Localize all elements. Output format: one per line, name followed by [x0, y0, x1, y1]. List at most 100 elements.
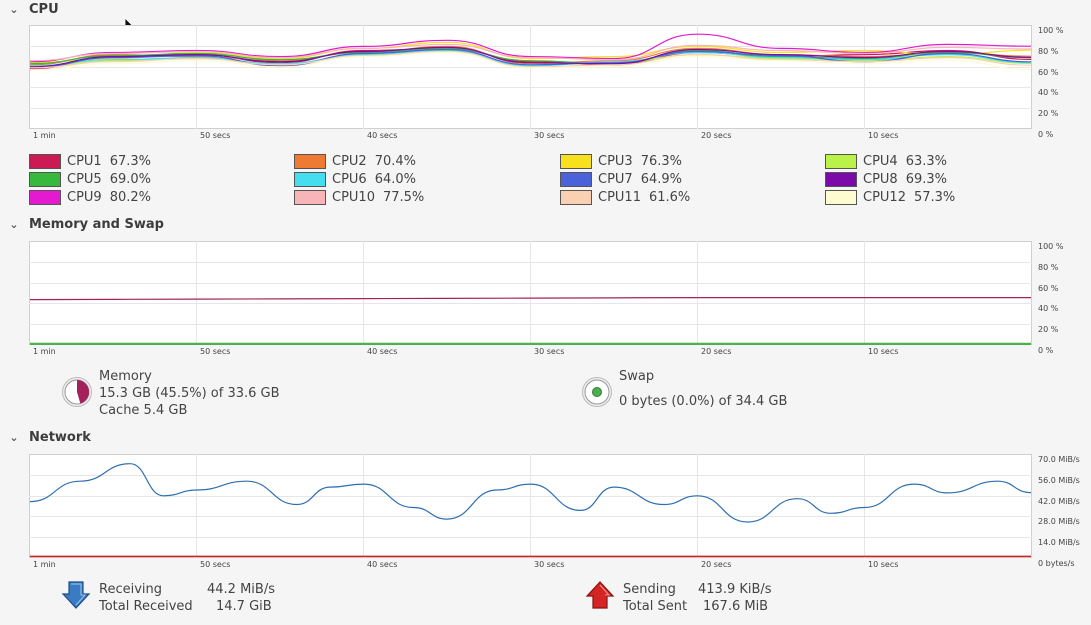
network-y-tick: 14.0 MiB/s — [1038, 538, 1080, 547]
legend-value: 76.3% — [640, 153, 683, 169]
network-x-tick: 50 secs — [200, 560, 231, 569]
memory-usage: 15.3 GB (45.5%) of 33.6 GB — [99, 386, 280, 401]
cpu-section-title: CPU — [29, 1, 59, 17]
legend-swatch[interactable] — [825, 189, 857, 205]
memory-graph — [29, 241, 1032, 345]
legend-swatch[interactable] — [560, 189, 592, 205]
sending-arrow-icon[interactable] — [585, 580, 615, 610]
legend-swatch[interactable] — [29, 189, 61, 205]
memory-info: Memory 15.3 GB (45.5%) of 33.6 GB Cache … — [99, 368, 280, 419]
memory-y-tick: 40 % — [1038, 304, 1059, 313]
cpu-x-tick: 30 secs — [534, 131, 565, 140]
legend-swatch[interactable] — [29, 171, 61, 187]
memory-section-header[interactable]: ⌄ Memory and Swap — [8, 215, 164, 233]
memory-pie-icon — [64, 379, 90, 405]
receiving-value: 44.2 MiB/s — [207, 582, 275, 597]
memory-x-tick: 1 min — [33, 347, 56, 356]
memory-x-tick: 40 secs — [367, 347, 398, 356]
network-x-tick: 10 secs — [868, 560, 899, 569]
network-x-tick: 1 min — [33, 560, 56, 569]
cpu-section-header[interactable]: ⌄ CPU — [8, 0, 59, 18]
total-received-value: 14.7 GiB — [216, 599, 272, 614]
legend-swatch[interactable] — [294, 189, 326, 205]
legend-label: CPU8 — [863, 171, 898, 187]
legend-swatch[interactable] — [560, 171, 592, 187]
memory-y-tick: 100 % — [1038, 242, 1064, 251]
legend-item-cpu1[interactable]: CPU1 67.3% — [29, 152, 151, 170]
swap-label: Swap — [619, 369, 655, 384]
legend-value: 57.3% — [913, 189, 956, 205]
network-graph — [29, 454, 1032, 558]
legend-item-cpu12[interactable]: CPU12 57.3% — [825, 188, 955, 206]
memory-color-picker[interactable] — [62, 377, 92, 407]
chevron-down-icon: ⌄ — [9, 217, 19, 231]
swap-info: Swap 0 bytes (0.0%) of 34.4 GB — [619, 368, 787, 410]
network-y-tick: 70.0 MiB/s — [1038, 455, 1080, 464]
network-section-header[interactable]: ⌄ Network — [8, 428, 91, 446]
memory-section-title: Memory and Swap — [29, 216, 164, 232]
legend-item-cpu5[interactable]: CPU5 69.0% — [29, 170, 151, 188]
cpu-x-tick: 40 secs — [367, 131, 398, 140]
receiving-arrow-icon[interactable] — [61, 580, 91, 610]
cpu-y-tick: 40 % — [1038, 88, 1059, 97]
legend-item-cpu2[interactable]: CPU2 70.4% — [294, 152, 416, 170]
legend-item-cpu6[interactable]: CPU6 64.0% — [294, 170, 416, 188]
memory-y-tick: 80 % — [1038, 263, 1059, 272]
cpu-graph — [29, 25, 1032, 129]
legend-label: CPU7 — [598, 171, 633, 187]
legend-value: 69.0% — [109, 171, 152, 187]
network-x-tick: 20 secs — [701, 560, 732, 569]
sending-label: Sending — [623, 582, 676, 597]
legend-label: CPU9 — [67, 189, 102, 205]
memory-history-chart — [29, 241, 1032, 345]
legend-item-cpu8[interactable]: CPU8 69.3% — [825, 170, 947, 188]
network-y-tick: 42.0 MiB/s — [1038, 497, 1080, 506]
legend-label: CPU10 — [332, 189, 375, 205]
cpu-y-tick: 0 % — [1038, 130, 1054, 139]
legend-value: 80.2% — [109, 189, 152, 205]
memory-cache: Cache 5.4 GB — [99, 403, 188, 418]
legend-value: 70.4% — [374, 153, 417, 169]
legend-item-cpu7[interactable]: CPU7 64.9% — [560, 170, 682, 188]
cpu-series-cpu3 — [29, 41, 1032, 64]
network-y-tick: 0 bytes/s — [1038, 559, 1075, 568]
legend-label: CPU1 — [67, 153, 102, 169]
legend-value: 63.3% — [905, 153, 948, 169]
legend-item-cpu11[interactable]: CPU11 61.6% — [560, 188, 690, 206]
receiving-series-line — [29, 463, 1032, 523]
swap-color-picker[interactable] — [582, 377, 612, 407]
total-received-label: Total Received — [99, 599, 193, 614]
total-sent-value: 167.6 MiB — [703, 599, 769, 614]
legend-value: 77.5% — [382, 189, 425, 205]
cpu-y-tick: 100 % — [1038, 26, 1064, 35]
memory-x-tick: 50 secs — [200, 347, 231, 356]
legend-value: 69.3% — [905, 171, 948, 187]
swap-pie-icon — [584, 379, 610, 405]
legend-item-cpu3[interactable]: CPU3 76.3% — [560, 152, 682, 170]
legend-swatch[interactable] — [825, 171, 857, 187]
memory-y-tick: 60 % — [1038, 284, 1059, 293]
legend-swatch[interactable] — [294, 153, 326, 169]
legend-swatch[interactable] — [29, 153, 61, 169]
memory-y-tick: 20 % — [1038, 325, 1059, 334]
legend-swatch[interactable] — [560, 153, 592, 169]
legend-label: CPU12 — [863, 189, 906, 205]
network-history-chart — [29, 454, 1032, 558]
legend-value: 67.3% — [109, 153, 152, 169]
memory-x-tick: 30 secs — [534, 347, 565, 356]
chevron-down-icon: ⌄ — [9, 2, 19, 16]
cpu-series-cpu9 — [29, 33, 1032, 63]
legend-item-cpu10[interactable]: CPU10 77.5% — [294, 188, 424, 206]
legend-label: CPU6 — [332, 171, 367, 187]
legend-item-cpu4[interactable]: CPU4 63.3% — [825, 152, 947, 170]
legend-label: CPU3 — [598, 153, 633, 169]
cpu-y-tick: 80 % — [1038, 47, 1059, 56]
cpu-y-tick: 20 % — [1038, 109, 1059, 118]
legend-swatch[interactable] — [294, 171, 326, 187]
legend-item-cpu9[interactable]: CPU9 80.2% — [29, 188, 151, 206]
memory-series-line — [29, 297, 1031, 301]
network-y-tick: 56.0 MiB/s — [1038, 476, 1080, 485]
cpu-series-cpu5 — [29, 47, 1032, 65]
legend-swatch[interactable] — [825, 153, 857, 169]
legend-value: 61.6% — [648, 189, 691, 205]
